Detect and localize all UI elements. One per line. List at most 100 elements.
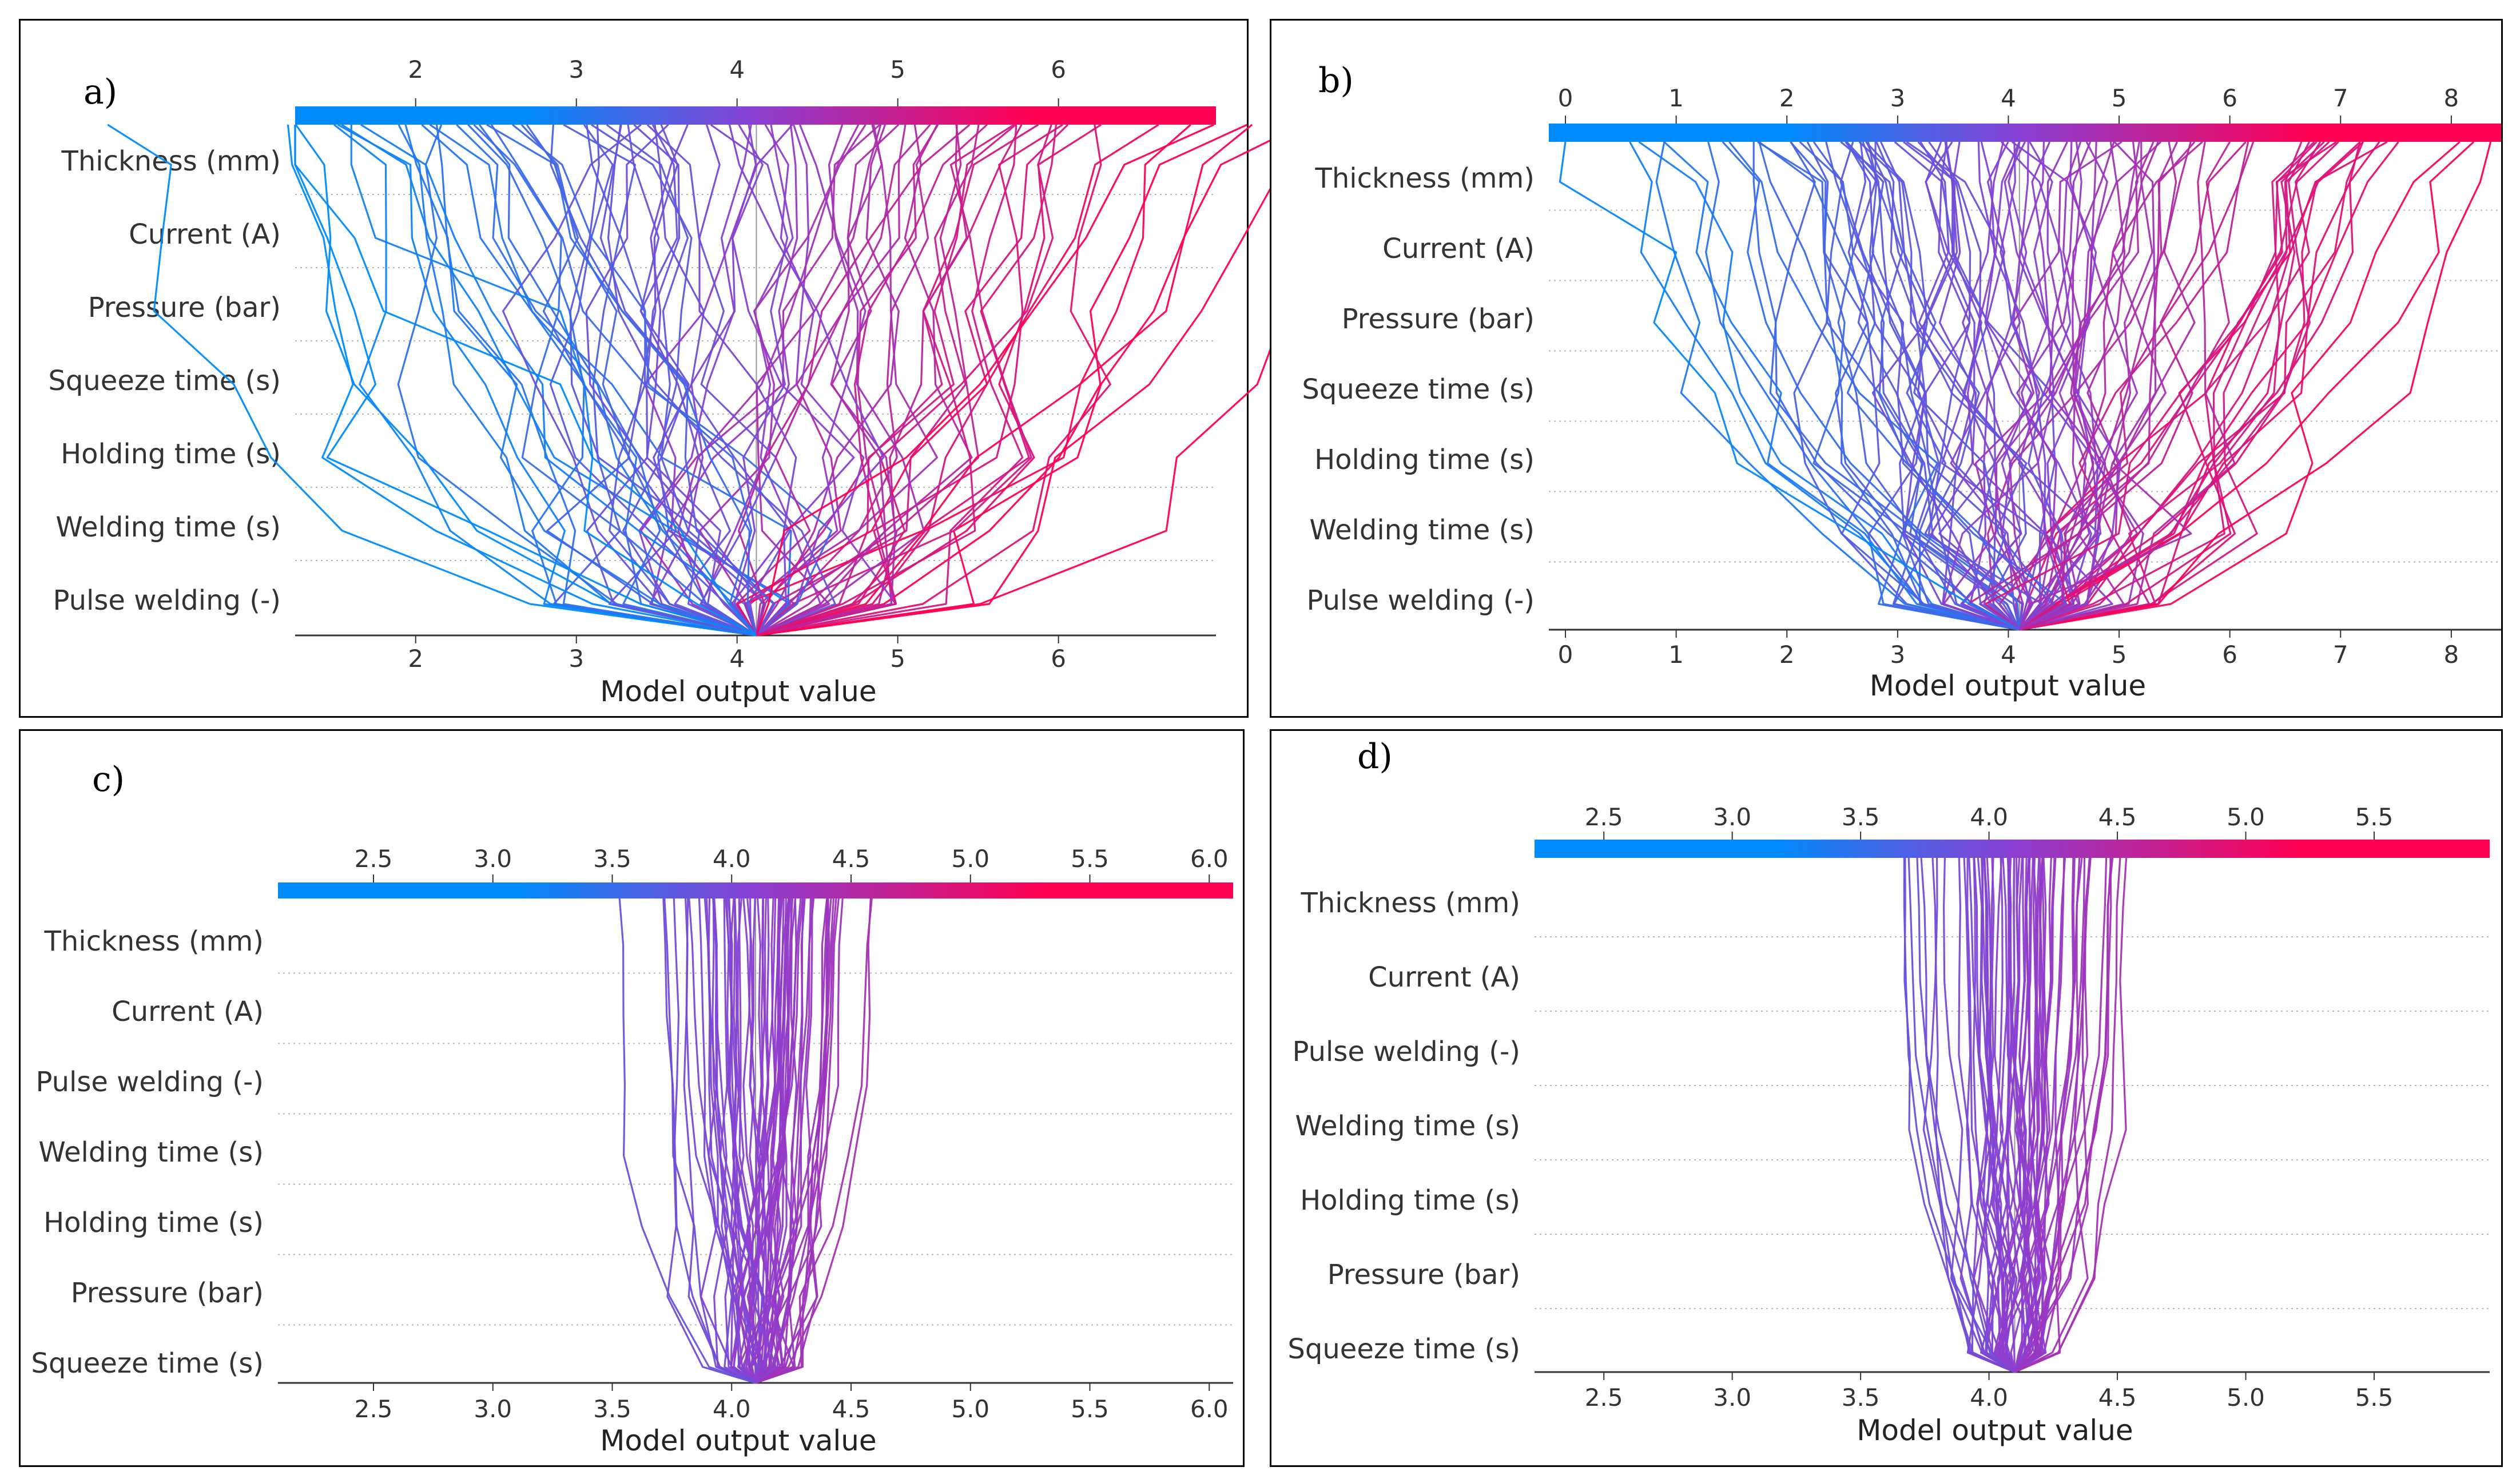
decision-path xyxy=(1958,857,2016,1373)
decision-path xyxy=(754,898,798,1384)
x-axis-label: Model output value xyxy=(600,1424,876,1457)
top-tick-label: 1 xyxy=(1668,84,1684,112)
decision-path xyxy=(649,124,764,637)
feature-label: Holding time (s) xyxy=(1300,1184,1520,1216)
feature-label: Welding time (s) xyxy=(55,511,281,543)
decision-path xyxy=(756,124,1303,637)
decision-path xyxy=(1928,141,2054,631)
decision-path xyxy=(756,124,988,637)
decision-path xyxy=(1752,142,2020,631)
decision-path xyxy=(738,898,777,1384)
decision-path xyxy=(478,124,757,637)
top-tick-label: 5 xyxy=(890,55,905,84)
bottom-tick-label: 4.5 xyxy=(2098,1383,2137,1412)
decision-path xyxy=(1979,141,2247,631)
top-tick-label: 5 xyxy=(2112,84,2127,112)
decision-path xyxy=(520,124,757,637)
top-tick-label: 0 xyxy=(1558,84,1573,112)
decision-path xyxy=(2019,141,2461,631)
bottom-tick-label: 2.5 xyxy=(1585,1383,1623,1412)
decision-path xyxy=(1942,141,2055,631)
decision-path xyxy=(404,124,757,637)
top-tick-label: 6 xyxy=(2222,84,2237,112)
top-tick-label: 3 xyxy=(1890,84,1905,112)
decision-path xyxy=(2018,141,2139,631)
decision-path xyxy=(1865,141,2055,631)
bottom-tick-label: 5.0 xyxy=(951,1395,989,1423)
panel-label-d: d) xyxy=(1357,737,1393,777)
decision-path xyxy=(756,124,925,637)
top-tick-label: 2.5 xyxy=(1585,803,1623,831)
bottom-tick-label: 5.5 xyxy=(2355,1383,2394,1412)
decision-path xyxy=(754,898,802,1383)
feature-label: Current (A) xyxy=(1368,961,1520,993)
decision-path xyxy=(107,124,757,637)
panel-a: a) 2 3 4 5 6 2 3 4 5 6 Model output value Thickness… xyxy=(19,19,1361,718)
decision-path xyxy=(2019,141,2315,631)
decision-path xyxy=(2016,141,2082,630)
top-tick-label: 3.0 xyxy=(474,845,512,873)
bottom-tick-label: 1 xyxy=(1668,641,1684,669)
feature-label: Pulse welding (-) xyxy=(1292,1036,1520,1068)
decision-path xyxy=(756,124,973,637)
decision-path xyxy=(2019,141,2167,631)
decision-path xyxy=(586,124,757,637)
decision-path xyxy=(2013,857,2042,1373)
decision-paths xyxy=(618,898,873,1384)
decision-path xyxy=(1845,141,2020,631)
decision-path xyxy=(295,124,757,637)
top-tick-label: 4.0 xyxy=(713,845,751,873)
bottom-tick-label: 8 xyxy=(2444,641,2459,669)
bottom-tick-label: 2 xyxy=(408,645,423,673)
decision-path xyxy=(1902,141,2028,631)
decision-path xyxy=(1973,857,2036,1373)
decision-path xyxy=(2018,142,2192,630)
decision-path xyxy=(736,124,1159,636)
decision-path xyxy=(1993,857,2025,1373)
decision-path xyxy=(294,125,757,637)
decision-path xyxy=(756,124,1303,637)
decision-path xyxy=(733,898,766,1384)
decision-path xyxy=(1961,141,2033,631)
bottom-tick-label: 5 xyxy=(890,645,905,673)
decision-path xyxy=(2019,141,2492,631)
bottom-tick-label: 7 xyxy=(2333,641,2348,669)
decision-path xyxy=(1973,857,2016,1373)
decision-path xyxy=(2018,141,2196,631)
decision-path xyxy=(729,898,757,1383)
top-tick-label: 8 xyxy=(2444,84,2459,112)
decision-path xyxy=(2014,857,2112,1373)
decision-path xyxy=(1638,141,2020,631)
decision-path xyxy=(2019,141,2144,631)
decision-path xyxy=(755,124,1215,636)
decision-path xyxy=(1852,142,2020,631)
decision-path xyxy=(294,125,757,637)
decision-path xyxy=(1865,141,2044,631)
decision-path xyxy=(738,898,790,1384)
decision-path xyxy=(2014,857,2128,1373)
output-colorbar xyxy=(295,106,1216,125)
feature-label: Pressure (bar) xyxy=(88,292,281,324)
top-tick-label: 7 xyxy=(2333,84,2348,112)
decision-path xyxy=(2019,141,2255,631)
bottom-tick-label: 6 xyxy=(2222,641,2237,669)
decision-path xyxy=(2014,857,2112,1373)
top-tick-label: 3 xyxy=(569,55,584,84)
decision-path xyxy=(754,898,829,1384)
bottom-tick-label: 5.5 xyxy=(1071,1395,1109,1423)
feature-label: Pulse welding (-) xyxy=(53,585,281,617)
decision-path xyxy=(1993,857,2034,1373)
bottom-tick-label: 5 xyxy=(2112,641,2127,669)
feature-label: Pulse welding (-) xyxy=(35,1066,264,1098)
decision-path xyxy=(622,124,757,637)
decision-path xyxy=(1559,141,2020,631)
bottom-tick-label: 4.5 xyxy=(832,1395,871,1423)
decision-path xyxy=(699,898,756,1384)
top-tick-label: 5.5 xyxy=(2355,803,2394,831)
decision-path xyxy=(1858,141,2027,631)
decision-path xyxy=(755,898,873,1384)
decision-path xyxy=(1968,857,2016,1373)
feature-label: Squeeze time (s) xyxy=(31,1347,264,1379)
decision-path xyxy=(608,124,757,637)
